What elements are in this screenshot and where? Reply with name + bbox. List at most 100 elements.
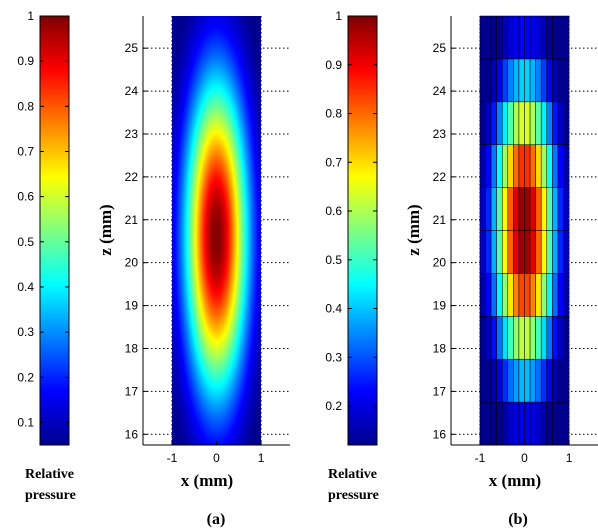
x-tick-label: 1 bbox=[566, 451, 573, 465]
colorbar-b-label-line2: pressure bbox=[328, 488, 379, 503]
heatmap-cell bbox=[552, 101, 559, 145]
y-tick-label: 17 bbox=[433, 384, 447, 398]
heatmap-cell bbox=[535, 144, 542, 188]
heatmap-cell bbox=[557, 58, 564, 103]
heatmap-cell bbox=[518, 101, 525, 145]
heatmap-cell bbox=[546, 316, 553, 360]
heatmap-cell bbox=[501, 273, 509, 317]
heatmap-cell bbox=[524, 15, 531, 60]
heatmap-cell bbox=[552, 358, 559, 403]
heatmap-cell bbox=[513, 316, 520, 360]
heatmap-cell bbox=[563, 273, 570, 317]
colorbar-b-label-line1: Relative bbox=[328, 467, 377, 482]
heatmap-cell bbox=[557, 273, 564, 317]
colorbar-b-tick-label: 0.8 bbox=[325, 107, 342, 121]
heatmap-cell bbox=[479, 144, 486, 188]
y-tick-label: 21 bbox=[433, 213, 447, 227]
heatmap-cell bbox=[563, 15, 570, 60]
y-tick-label: 16 bbox=[433, 427, 447, 441]
heatmap-cell bbox=[485, 230, 492, 274]
heatmap-cell bbox=[529, 144, 536, 188]
colorbar-a-tick-label: 0.9 bbox=[17, 54, 34, 68]
heatmap-cell bbox=[507, 58, 514, 103]
heatmap-cell bbox=[485, 58, 492, 103]
heatmap-cell bbox=[524, 144, 531, 188]
heatmap-cell bbox=[546, 273, 553, 317]
heatmap-cell bbox=[563, 358, 570, 403]
heatmap-cell bbox=[490, 187, 497, 231]
heatmap-cell bbox=[507, 401, 514, 446]
colorbar-b-tick-label: 0.4 bbox=[325, 302, 342, 316]
heatmap-cell bbox=[496, 15, 503, 60]
colorbar-b: 1 0.9 0.8 0.7 0.6 0.5 0.4 0.3 0.2 Relative press… bbox=[325, 9, 379, 503]
heatmap-cell bbox=[513, 187, 520, 231]
heatmap-cell bbox=[485, 273, 492, 317]
heatmap-cell bbox=[529, 273, 536, 317]
heatmap-cell bbox=[496, 401, 503, 446]
y-tick-label: 20 bbox=[125, 256, 139, 270]
heatmap-cell bbox=[479, 15, 486, 60]
heatmap-cell bbox=[496, 358, 503, 403]
heatmap-cell bbox=[479, 273, 486, 317]
heatmap-cell bbox=[485, 187, 492, 231]
heatmap-cell bbox=[529, 358, 536, 403]
heatmap-cell bbox=[496, 316, 503, 360]
heatmap-cell bbox=[490, 230, 497, 274]
heatmap-cell bbox=[490, 15, 497, 60]
heatmap-cell bbox=[535, 358, 542, 403]
heatmap-cell bbox=[507, 316, 514, 360]
heatmap-cell bbox=[524, 401, 531, 446]
colorbar-a-label-line1: Relative bbox=[25, 467, 74, 482]
heatmap-cell bbox=[557, 230, 564, 274]
plot-a-ticks: 16 17 18 19 20 21 22 23 24 25 -1 0 1 bbox=[125, 41, 265, 465]
heatmap-cell bbox=[557, 316, 564, 360]
heatmap-cell bbox=[496, 58, 503, 103]
heatmap-cell bbox=[513, 401, 520, 446]
heatmap-cell bbox=[552, 401, 559, 446]
heatmap-cell bbox=[540, 401, 548, 446]
colorbar-b-gradient bbox=[347, 15, 378, 446]
heatmap-cell bbox=[535, 58, 542, 103]
heatmap-cell bbox=[529, 58, 536, 103]
heatmap-cell bbox=[546, 401, 553, 446]
heatmap-cell bbox=[546, 15, 553, 60]
heatmap-cell bbox=[557, 15, 564, 60]
y-tick-label: 22 bbox=[433, 170, 447, 184]
heatmap-cell bbox=[546, 187, 553, 231]
heatmap-cell bbox=[535, 401, 542, 446]
y-tick-label: 18 bbox=[433, 341, 447, 355]
heatmap-cell bbox=[490, 58, 497, 103]
x-tick-label: 0 bbox=[213, 451, 220, 465]
heatmap-cell bbox=[518, 273, 525, 317]
heatmap-cell bbox=[557, 144, 564, 188]
heatmap-cell bbox=[490, 401, 497, 446]
heatmap-cell bbox=[552, 273, 559, 317]
plot-b-xlabel: x (mm) bbox=[489, 471, 541, 490]
heatmap-cell bbox=[563, 144, 570, 188]
colorbar-a-tick-label: 0.7 bbox=[17, 144, 34, 158]
heatmap-cell bbox=[490, 316, 497, 360]
heatmap-cell bbox=[485, 144, 492, 188]
heatmap-cell bbox=[524, 58, 531, 103]
heatmap-cell bbox=[490, 144, 497, 188]
y-tick-label: 25 bbox=[125, 41, 139, 55]
heatmap-cell bbox=[552, 230, 559, 274]
heatmap-cell bbox=[563, 58, 570, 103]
y-tick-label: 22 bbox=[125, 170, 139, 184]
colorbar-a-tick-label: 1 bbox=[27, 9, 34, 23]
heatmap-cell bbox=[507, 273, 514, 317]
heatmap-cell bbox=[513, 358, 520, 403]
heatmap-cell bbox=[535, 316, 542, 360]
colorbar-b-tick-label: 0.7 bbox=[325, 155, 342, 169]
heatmap-cell bbox=[513, 230, 520, 274]
plot-a-xlabel: x (mm) bbox=[181, 471, 233, 490]
heatmap-cell bbox=[501, 101, 509, 145]
heatmap-cell bbox=[557, 358, 564, 403]
x-tick-label: 0 bbox=[521, 451, 528, 465]
heatmap-cell bbox=[507, 15, 514, 60]
y-tick-label: 18 bbox=[125, 341, 139, 355]
heatmap-cell bbox=[501, 316, 509, 360]
heatmap-cell bbox=[518, 358, 525, 403]
plot-a: 16 17 18 19 20 21 22 23 24 25 -1 0 1 x (mm) z (mm) (… bbox=[96, 16, 290, 528]
heatmap-cell bbox=[496, 144, 503, 188]
